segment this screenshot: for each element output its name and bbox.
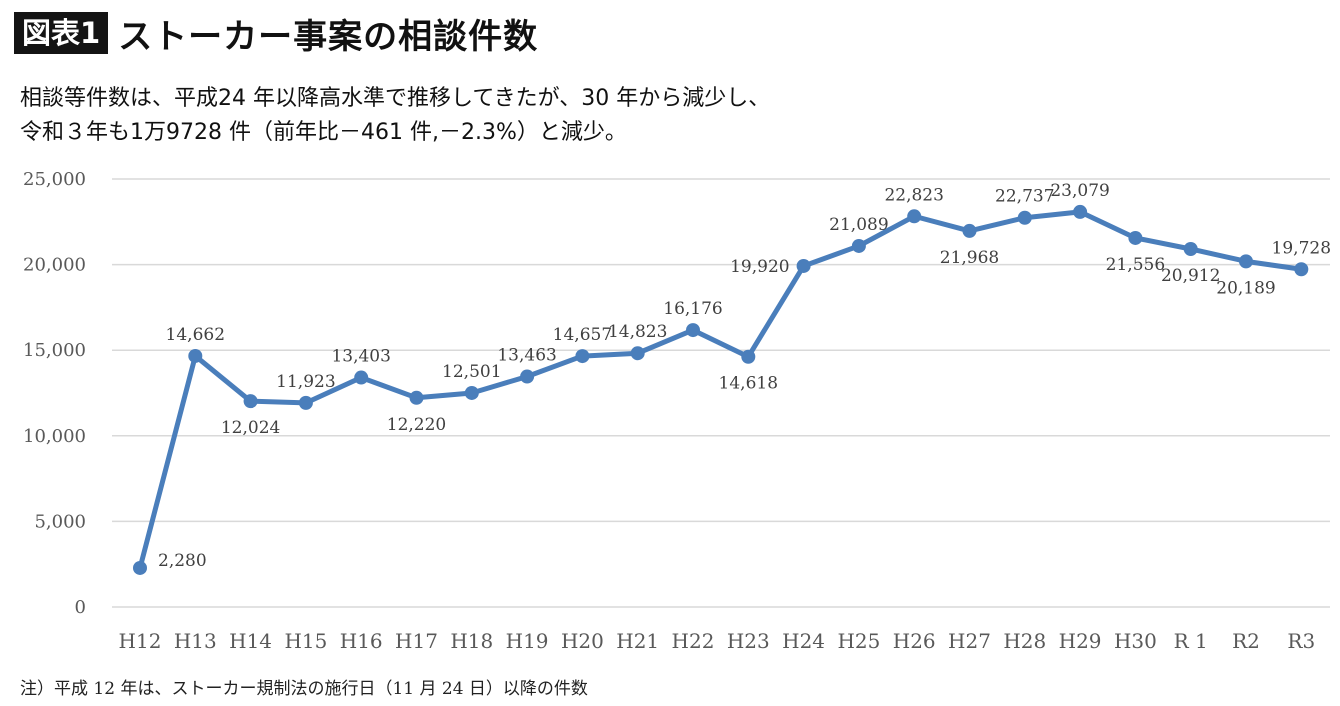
y-tick-label: 20,000 — [23, 255, 86, 276]
data-label: 14,618 — [719, 374, 778, 394]
data-point — [354, 370, 369, 385]
data-label: 12,220 — [387, 415, 446, 435]
data-label: 21,089 — [829, 215, 888, 235]
x-tick-label: H16 — [340, 629, 383, 653]
data-point — [409, 390, 424, 405]
data-point — [520, 369, 535, 384]
data-label: 12,501 — [442, 362, 501, 382]
data-point — [741, 349, 756, 364]
series-layer — [133, 204, 1309, 575]
data-label: 11,923 — [276, 372, 335, 392]
title-row: 図表1 ストーカー事案の相談件数 — [14, 8, 538, 58]
data-label: 22,737 — [995, 187, 1054, 207]
data-label: 14,662 — [166, 325, 225, 345]
x-tick-label: H21 — [616, 629, 659, 653]
x-tick-label: H26 — [893, 629, 936, 653]
data-point — [464, 385, 479, 400]
chart-title: ストーカー事案の相談件数 — [118, 16, 539, 57]
x-tick-label: H19 — [506, 629, 549, 653]
x-tick-label: H27 — [948, 629, 991, 653]
data-label: 2,280 — [158, 551, 207, 571]
x-tick-label: H29 — [1059, 629, 1102, 653]
x-tick-label: H25 — [837, 629, 880, 653]
x-tick-label: H28 — [1003, 629, 1046, 653]
data-point — [575, 349, 590, 364]
x-tick-label: R 1 — [1174, 629, 1208, 653]
data-labels: 2,280 14,662 12,024 11,923 13,403 12,220 12,50… — [158, 181, 1331, 571]
data-label: 21,556 — [1106, 255, 1165, 275]
data-point — [1183, 241, 1198, 256]
data-point — [962, 223, 977, 238]
x-tick-label: H24 — [782, 629, 825, 653]
x-axis-ticks: H12 H13 H14 H15 H16 H17 H18 H19 H20 H21 H22 H23 H24 H… — [119, 629, 1316, 653]
data-point — [188, 348, 203, 363]
data-point — [851, 238, 866, 253]
data-label: 21,968 — [940, 248, 999, 268]
data-label: 22,823 — [884, 185, 943, 205]
x-tick-label: H20 — [561, 629, 604, 653]
x-tick-label: H14 — [229, 629, 272, 653]
x-tick-label: H17 — [395, 629, 438, 653]
description-line-2: 令和３年も1万9728 件（前年比－461 件,－2.3%）と減少。 — [20, 120, 627, 145]
y-tick-label: 5,000 — [34, 511, 86, 532]
x-tick-label: H30 — [1114, 629, 1157, 653]
data-point — [630, 346, 645, 361]
data-point — [907, 209, 922, 224]
data-label: 14,823 — [608, 322, 667, 342]
data-label: 12,024 — [221, 418, 280, 438]
y-tick-label: 10,000 — [23, 426, 86, 447]
footnote: 注）平成 12 年は、ストーカー規制法の施行日（11 月 24 日）以降の件数 — [20, 679, 588, 699]
y-tick-label: 15,000 — [23, 340, 86, 361]
data-label: 19,920 — [730, 257, 789, 277]
x-tick-label: H23 — [727, 629, 770, 653]
x-tick-label: R2 — [1232, 629, 1260, 653]
description-line-1: 相談等件数は、平成24 年以降高水準で推移してきたが、30 年から減少し、 — [20, 86, 771, 111]
data-label: 13,463 — [497, 346, 556, 366]
x-tick-label: H12 — [119, 629, 162, 653]
data-label: 23,079 — [1050, 181, 1109, 201]
x-tick-label: H13 — [174, 629, 217, 653]
data-label: 14,657 — [553, 325, 612, 345]
data-point — [1128, 230, 1143, 245]
y-tick-label: 0 — [75, 597, 86, 618]
x-tick-label: H18 — [450, 629, 493, 653]
x-tick-label: H22 — [672, 629, 715, 653]
series-line — [137, 209, 1302, 569]
data-label: 20,189 — [1216, 278, 1275, 298]
data-label: 19,728 — [1272, 238, 1331, 258]
x-tick-label: H15 — [284, 629, 327, 653]
data-point — [243, 394, 258, 409]
grid-layer — [112, 178, 1330, 608]
data-point — [1073, 204, 1088, 219]
data-point — [1239, 254, 1253, 269]
data-label: 20,912 — [1161, 266, 1220, 286]
data-label: 16,176 — [663, 299, 722, 319]
data-point — [298, 395, 313, 410]
x-tick-label: R3 — [1287, 629, 1315, 653]
y-tick-label: 25,000 — [23, 169, 86, 190]
data-point — [1017, 210, 1032, 225]
data-point — [686, 323, 700, 338]
data-point — [133, 560, 147, 575]
data-point — [1294, 262, 1309, 277]
y-axis-ticks: 0 5,000 10,000 15,000 20,000 25,000 — [23, 169, 86, 618]
data-point — [796, 258, 811, 273]
data-label: 13,403 — [331, 347, 390, 367]
figure-badge: 図表1 — [14, 12, 109, 54]
